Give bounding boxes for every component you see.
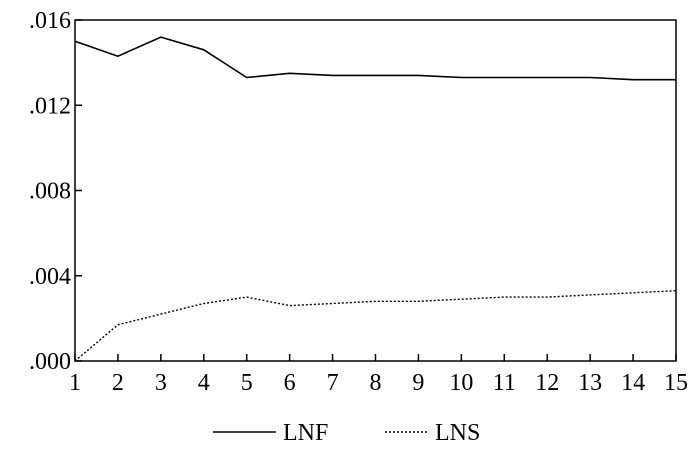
y-tick-label: .004: [29, 264, 71, 290]
y-tick-label: .008: [29, 179, 71, 205]
x-tick-label: 6: [284, 370, 296, 396]
x-tick-label: 15: [664, 370, 688, 396]
x-tick-label: 10: [449, 370, 473, 396]
x-tick-label: 11: [493, 370, 516, 396]
x-tick-label: 14: [621, 370, 645, 396]
legend-label-lnf: LNF: [283, 420, 328, 446]
series-line-lnf: [74, 36, 676, 81]
x-tick-label: 3: [155, 370, 167, 396]
x-tick-label: 1: [69, 370, 81, 396]
plot-frame: [74, 19, 677, 362]
x-tick-label: 5: [241, 370, 253, 396]
x-tick-label: 12: [535, 370, 559, 396]
x-tick-label: 7: [327, 370, 339, 396]
legend: LNF LNS: [213, 420, 480, 446]
series-lines: [74, 36, 677, 362]
y-tick-label: .012: [29, 93, 71, 119]
x-tick-label: 2: [112, 370, 124, 396]
x-tick-label: 9: [412, 370, 424, 396]
y-tick-label: .016: [29, 8, 71, 34]
y-tick-label: .000: [29, 349, 71, 375]
x-tick-label: 4: [198, 370, 210, 396]
legend-label-lns: LNS: [435, 420, 480, 446]
series-line-lns: [74, 290, 677, 362]
x-tick-label: 8: [370, 370, 382, 396]
x-tick-label: 13: [578, 370, 602, 396]
